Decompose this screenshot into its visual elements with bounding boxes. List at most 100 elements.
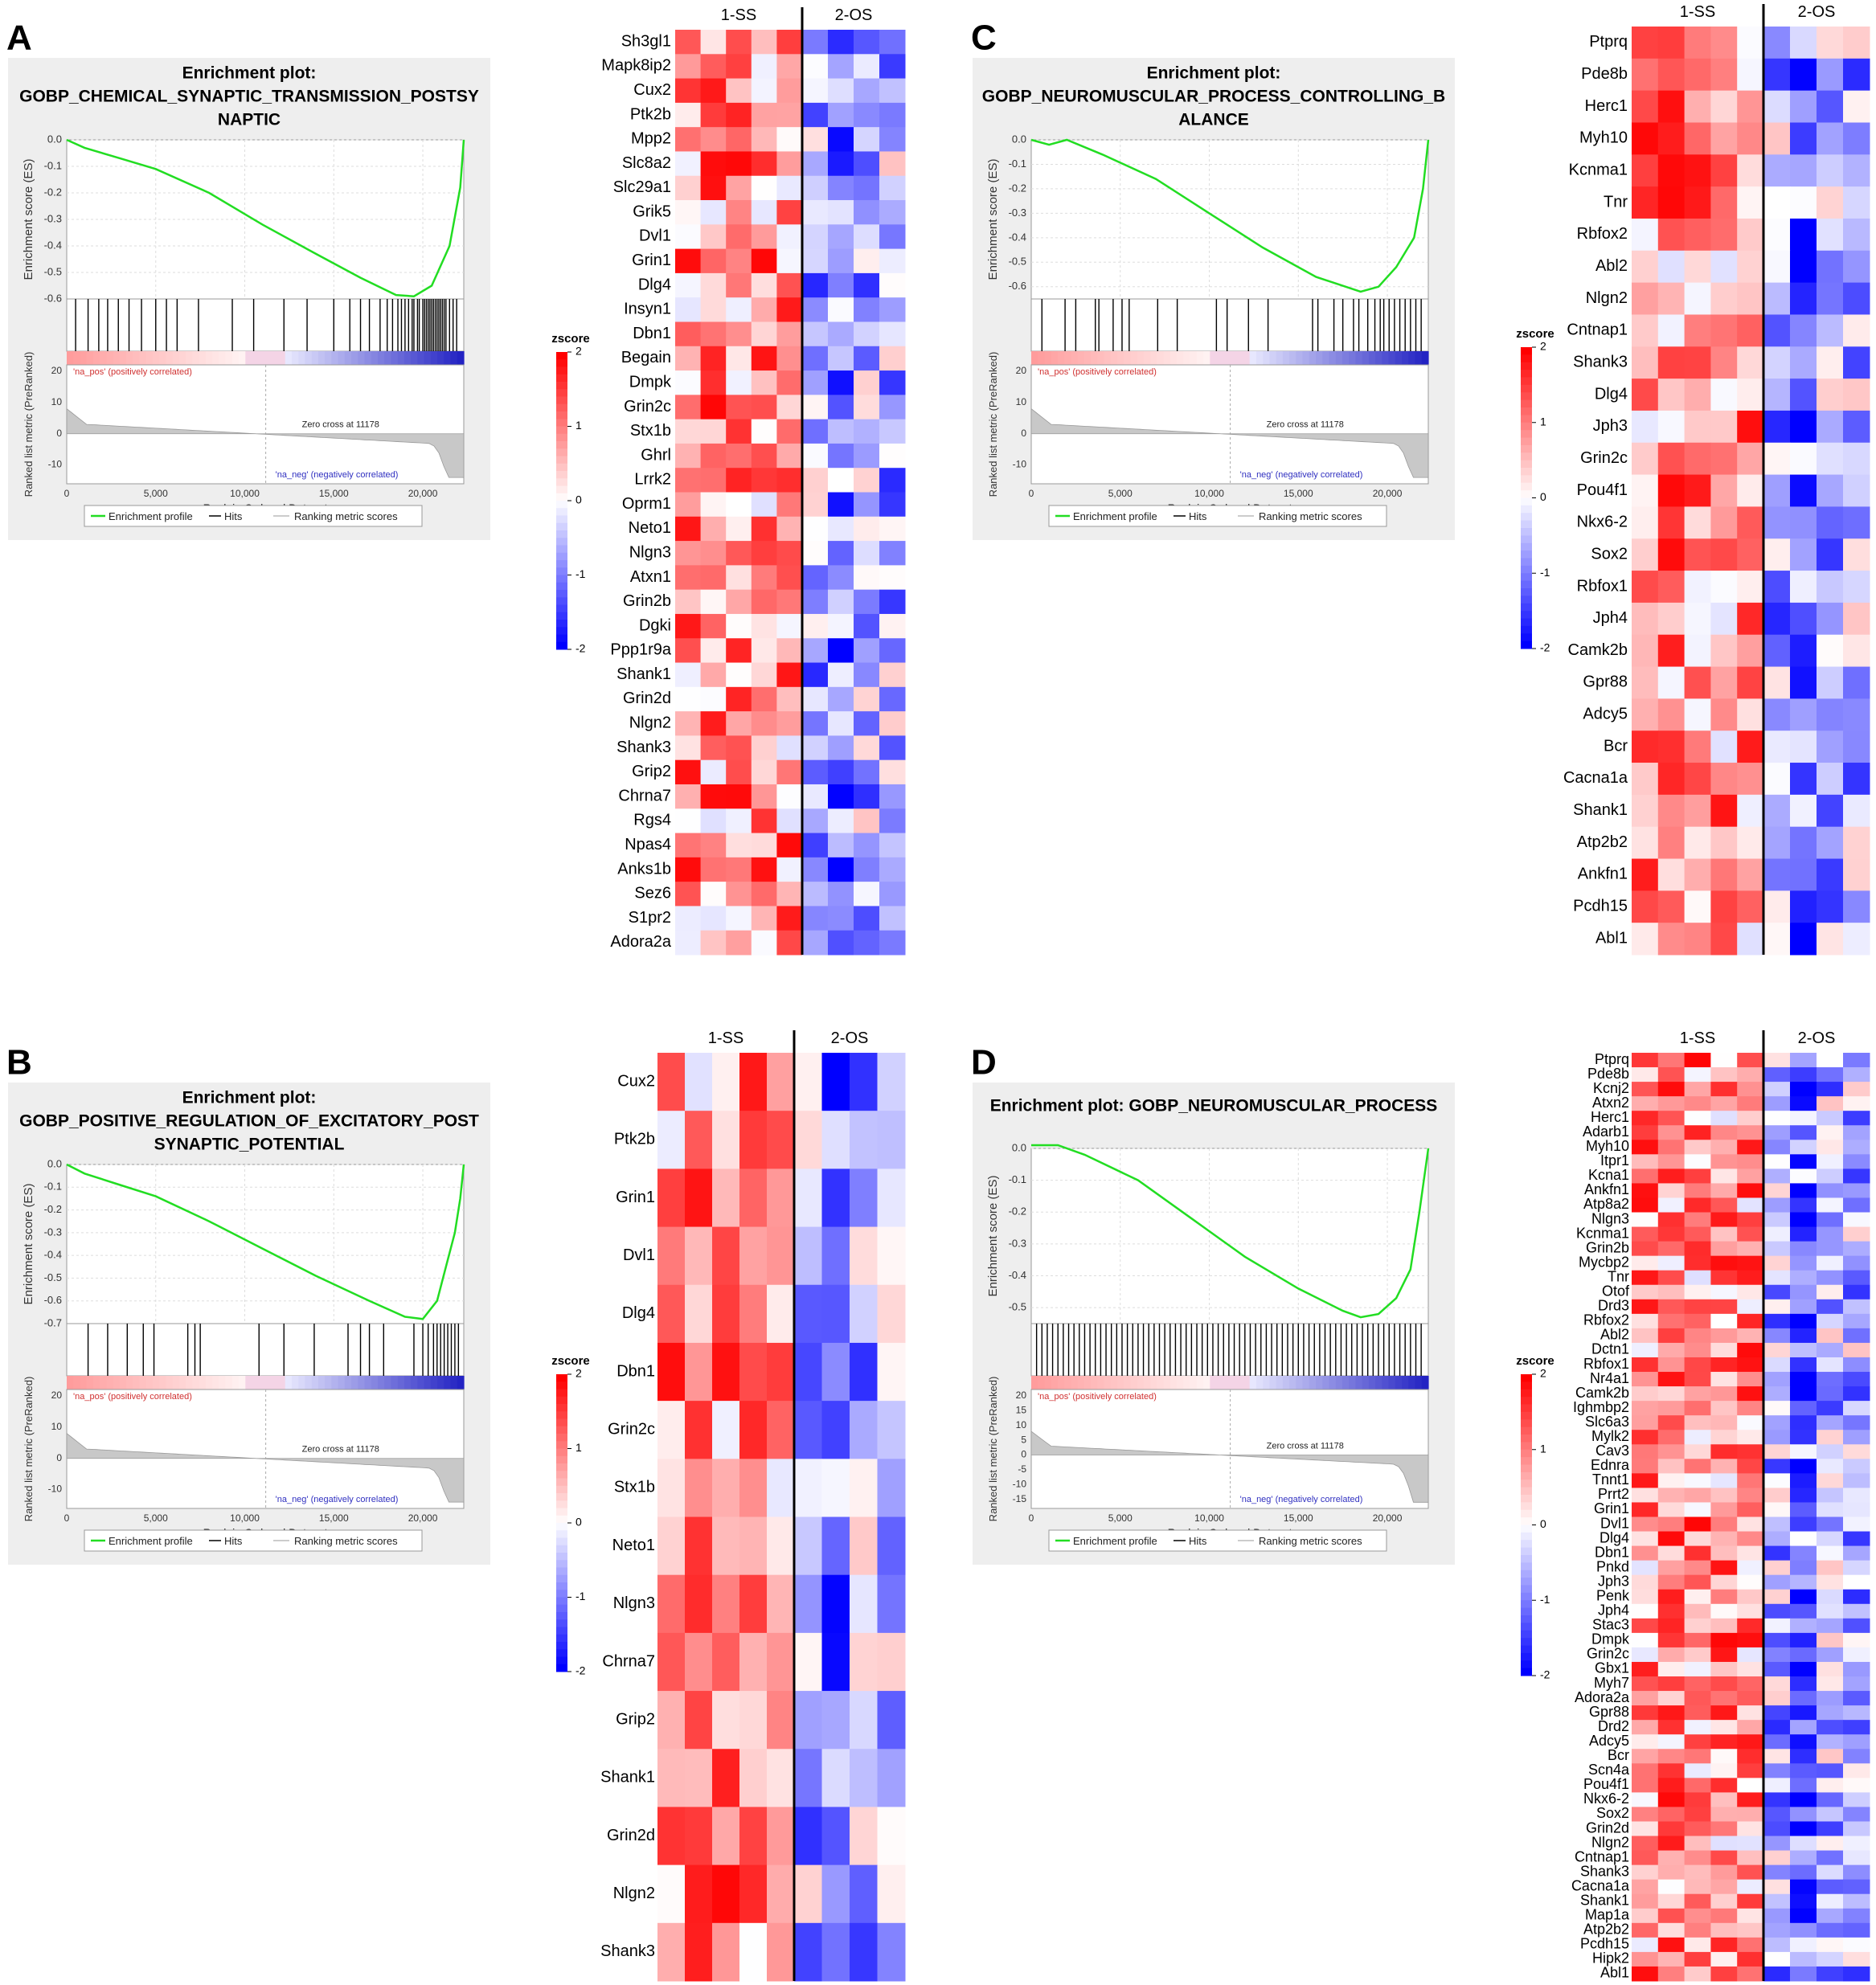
heatmap-cell <box>1790 282 1817 315</box>
heatmap-cell <box>1684 698 1711 731</box>
heatmap-cell <box>1790 186 1817 219</box>
heatmap-cell <box>1710 794 1738 828</box>
heatmap-cell <box>685 1749 713 1807</box>
legend-profile-label: Enrichment profile <box>109 510 193 522</box>
heatmap-cell <box>700 78 727 104</box>
heatmap-cell <box>802 784 829 809</box>
heatmap-cell <box>1737 1574 1764 1590</box>
colorbar-step <box>1521 1660 1532 1669</box>
heatmap-cell <box>1817 58 1844 92</box>
heatmap-cell <box>712 1342 740 1402</box>
heatmap-cell <box>1763 1763 1791 1778</box>
heatmap-cell <box>739 1516 768 1576</box>
heatmap-cell <box>776 492 803 518</box>
colorbar-step <box>556 634 567 643</box>
ranking-ramp-cell <box>377 351 385 365</box>
heatmap-cell <box>1657 1618 1686 1634</box>
heatmap-cell <box>1632 154 1659 187</box>
gene-label: Adora2a <box>1575 1689 1630 1705</box>
ranking-ramp-cell <box>1057 1376 1065 1390</box>
heatmap-cell <box>1684 1951 1711 1967</box>
heatmap-cell <box>1632 1415 1659 1430</box>
ranking-metric-area <box>1030 1430 1429 1503</box>
colorbar-step <box>556 1545 567 1553</box>
heatmap-cell <box>712 1807 740 1866</box>
heatmap-cell <box>1843 1415 1870 1430</box>
ranking-ramp-cell <box>285 1376 293 1390</box>
heatmap-cell <box>802 468 829 493</box>
heatmap-cell <box>828 272 854 298</box>
colorbar-tick-label: 2 <box>575 345 582 358</box>
colorbar-step <box>556 612 567 620</box>
colorbar-step <box>556 575 567 583</box>
heatmap-cell <box>751 346 777 371</box>
gene-label: Neto1 <box>612 1537 655 1554</box>
heatmap-cell <box>751 565 777 591</box>
heatmap-cell <box>854 272 880 298</box>
heatmap-cell <box>794 1168 822 1228</box>
heatmap-cell <box>726 419 752 444</box>
ranking-metric-area <box>1030 407 1429 478</box>
ranking-ramp-cell <box>272 351 280 365</box>
heatmap-cell <box>1817 1154 1844 1169</box>
heatmap-cell <box>657 1168 686 1228</box>
heatmap-cell <box>1710 506 1738 539</box>
heatmap-cell <box>751 370 777 395</box>
heatmap-cell <box>1657 1372 1686 1387</box>
heatmap-cell <box>1737 1792 1764 1807</box>
heatmap-cell <box>700 882 727 907</box>
heatmap-cell <box>1632 1763 1659 1778</box>
ranking-ramp-cell <box>1309 351 1317 365</box>
colorbar-step <box>556 1515 567 1524</box>
heatmap-cell <box>1790 731 1817 763</box>
gene-label: Nr4a1 <box>1590 1370 1629 1386</box>
ranking-ramp-cell <box>1038 1376 1046 1390</box>
heatmap-cell <box>1817 1082 1844 1097</box>
gene-label: Dmpk <box>1591 1631 1630 1647</box>
heatmap-cell <box>1737 890 1764 923</box>
heatmap-cell <box>1843 1937 1870 1953</box>
metric-axis-label: Ranked list metric (PreRanked) <box>987 352 999 497</box>
heatmap-cell <box>751 613 777 639</box>
heatmap-cell <box>726 200 752 225</box>
heatmap-cell <box>1684 1168 1711 1184</box>
ranking-ramp-cell <box>119 1376 127 1390</box>
heatmap-cell <box>1710 666 1738 699</box>
neg-correlated-label: 'na_neg' (negatively correlated) <box>1240 470 1363 480</box>
ranking-ramp-cell <box>1190 1376 1198 1390</box>
heatmap-cell <box>1763 1893 1791 1909</box>
heatmap-cell <box>879 151 906 177</box>
heatmap-cell <box>767 1168 795 1228</box>
heatmap-cell <box>828 200 854 225</box>
heatmap-cell <box>1632 27 1659 59</box>
ranking-ramp-cell <box>1276 1376 1284 1390</box>
heatmap-cell <box>854 151 880 177</box>
heatmap-cell <box>1817 1183 1844 1198</box>
colorbar-step <box>1521 1374 1532 1382</box>
heatmap-cell <box>1737 1444 1764 1459</box>
ranking-ramp-cell <box>371 1376 379 1390</box>
colorbar-step <box>1521 1615 1532 1623</box>
heatmap-cell <box>879 468 906 493</box>
gene-label: Drd3 <box>1598 1298 1629 1314</box>
heatmap-cell <box>794 1053 822 1111</box>
metric-tick-label: 10 <box>51 396 63 407</box>
heatmap-cell <box>1817 1589 1844 1605</box>
heatmap-cell <box>850 1401 878 1459</box>
heatmap-cell <box>879 686 906 712</box>
heatmap-cell <box>1657 1082 1686 1097</box>
ranking-ramp-cell <box>1402 351 1409 365</box>
heatmap-cell <box>767 1574 795 1634</box>
heatmap-cell <box>1632 1226 1659 1242</box>
heatmap-cell <box>879 541 906 566</box>
heatmap-cell <box>739 1922 768 1982</box>
heatmap-cell <box>850 1111 878 1169</box>
heatmap-cell <box>879 808 906 834</box>
colorbar-step <box>556 1381 567 1390</box>
heatmap-cell <box>854 492 880 518</box>
heatmap-cell <box>1632 602 1659 636</box>
heatmap-cell <box>767 1864 795 1924</box>
heatmap-cell <box>776 54 803 80</box>
heatmap-cell <box>1843 1053 1870 1068</box>
ranking-ramp-cell <box>1243 1376 1251 1390</box>
